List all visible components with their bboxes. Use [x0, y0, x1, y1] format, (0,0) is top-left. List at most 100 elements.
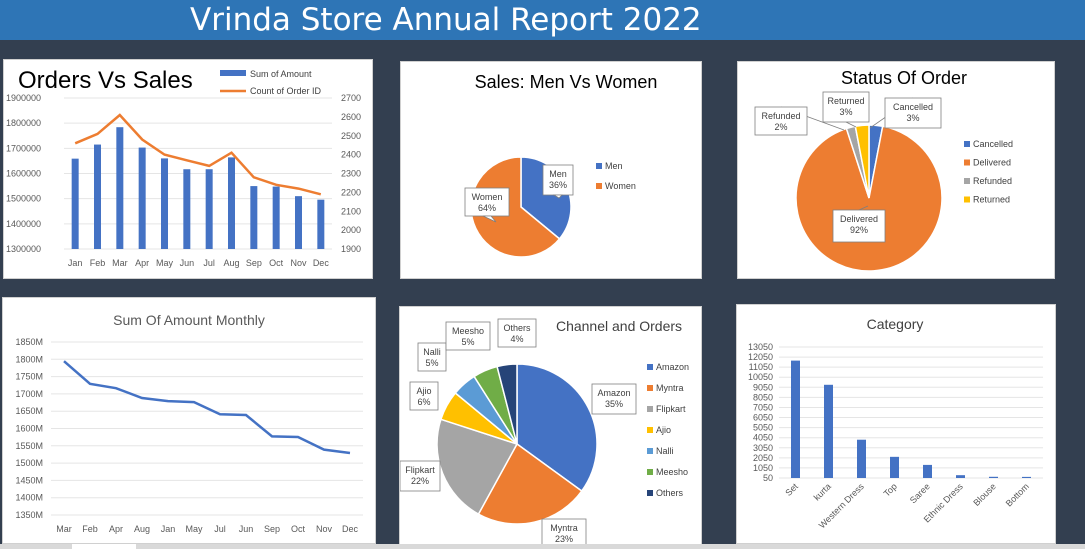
legend-swatch	[647, 469, 653, 475]
bar-sum-of-amount	[94, 145, 101, 249]
x-tick-label: Jul	[214, 524, 226, 534]
data-label-name: Delivered	[840, 214, 878, 224]
y-tick-label: 1550M	[15, 441, 43, 451]
y-tick-label: 13050	[748, 342, 773, 352]
chart-title: Category	[867, 316, 924, 332]
bar-category	[857, 440, 866, 478]
x-tick-label: Dec	[342, 524, 359, 534]
chart-title: Channel and Orders	[556, 318, 682, 334]
legend-swatch	[647, 385, 653, 391]
y-right-tick-label: 2100	[341, 206, 361, 216]
x-tick-label: Feb	[90, 258, 106, 268]
bar-sum-of-amount	[317, 200, 324, 249]
bar-sum-of-amount	[295, 196, 302, 249]
x-tick-label: kurta	[812, 481, 833, 502]
sum-of-amount-monthly-panel: Sum Of Amount Monthly 1850M 1800M 1750M 1700…	[2, 297, 376, 544]
x-tick-label: Set	[783, 481, 800, 498]
legend-label: Refunded	[973, 176, 1012, 186]
legend-label: Flipkart	[656, 404, 686, 414]
bar-sum-of-amount	[228, 157, 235, 249]
x-tick-label: Sep	[246, 258, 262, 268]
line-count-of-order-id	[75, 115, 321, 194]
legend-swatch	[596, 163, 602, 169]
data-label-name: Returned	[827, 96, 864, 106]
bar-category	[923, 465, 932, 478]
y-tick-label: 1650M	[15, 406, 43, 416]
y-right-tick-label: 2300	[341, 169, 361, 179]
legend-label: Ajio	[656, 425, 671, 435]
y-right-tick-label: 2500	[341, 131, 361, 141]
x-tick-label: Aug	[223, 258, 239, 268]
y-left-tick-label: 1900000	[6, 93, 41, 103]
y-left-tick-label: 1300000	[6, 244, 41, 254]
chart-title: Orders Vs Sales	[18, 67, 193, 94]
bar-category	[956, 475, 965, 478]
sales-men-women-chart: Sales: Men Vs WomenMen36%Women64%MenWome…	[401, 62, 702, 279]
status-of-order-panel: Status Of Order Cancelled 3% Delivered 92% Re…	[737, 61, 1055, 279]
data-label-name: Cancelled	[893, 102, 933, 112]
bar-sum-of-amount	[273, 187, 280, 249]
y-tick-label: 1700M	[15, 389, 43, 399]
leader-line	[846, 122, 856, 127]
sheet-tab[interactable]	[72, 544, 136, 549]
data-label-name: Men	[549, 169, 567, 179]
legend-label: Meesho	[656, 467, 688, 477]
legend-label: Returned	[973, 195, 1010, 205]
bar-sum-of-amount	[183, 169, 190, 249]
y-right-tick-label: 2000	[341, 225, 361, 235]
line-sum-of-amount	[64, 361, 350, 453]
legend-label: Women	[605, 181, 636, 191]
y-left-tick-label: 1500000	[6, 194, 41, 204]
y-tick-label: 1800M	[15, 354, 43, 364]
x-tick-label: Saree	[908, 481, 932, 505]
y-tick-label: 11050	[749, 362, 773, 372]
data-label-name: Myntra	[550, 523, 578, 533]
y-tick-label: 1500M	[15, 458, 43, 468]
x-tick-label: Sep	[264, 524, 280, 534]
legend-label: Men	[605, 161, 623, 171]
data-label-value: 3%	[839, 107, 852, 117]
legend-swatch	[596, 183, 602, 189]
y-tick-label: 1850M	[15, 337, 43, 347]
channel-and-orders-chart: Channel and OrdersAmazon35%Myntra23%Flip…	[400, 307, 702, 546]
bar-sum-of-amount	[116, 127, 123, 249]
x-tick-label: Oct	[269, 258, 284, 268]
y-tick-label: 50	[763, 473, 773, 483]
legend-label: Others	[656, 488, 684, 498]
legend-label-sum-of-amount: Sum of Amount	[250, 69, 312, 79]
x-tick-label: Oct	[291, 524, 306, 534]
x-tick-label: Top	[882, 481, 899, 498]
category-chart: Category13050120501105010050905080507050…	[737, 305, 1056, 544]
y-tick-label: 10050	[748, 372, 773, 382]
x-tick-label: Apr	[135, 258, 149, 268]
x-tick-label: Nov	[316, 524, 333, 534]
bar-category	[824, 385, 833, 478]
y-right-tick-label: 2700	[341, 93, 361, 103]
y-tick-label: 1050	[753, 463, 773, 473]
data-label-name: Amazon	[597, 388, 630, 398]
bar-sum-of-amount	[206, 169, 213, 249]
y-left-tick-label: 1800000	[6, 118, 41, 128]
x-tick-label: Aug	[134, 524, 150, 534]
channel-and-orders-panel: Channel and Orders Amazon 35% Myntra 23% Flip…	[399, 306, 702, 546]
sum-of-amount-monthly-chart: Sum Of Amount Monthly1850M1800M1750M1700…	[3, 298, 376, 544]
y-tick-label: 3050	[753, 443, 773, 453]
legend-swatch	[647, 364, 653, 370]
legend-swatch	[647, 490, 653, 496]
legend-label: Nalli	[656, 446, 674, 456]
legend-label: Cancelled	[973, 139, 1013, 149]
category-panel: Category 13050 12050 11050 10050 9050 8050 7050…	[736, 304, 1056, 544]
bar-category	[890, 457, 899, 478]
bar-sum-of-amount	[161, 158, 168, 249]
legend-label-count-of-order-id: Count of Order ID	[250, 86, 322, 96]
legend-swatch	[647, 448, 653, 454]
sheet-tab-bar	[0, 544, 1085, 549]
legend-label: Delivered	[973, 158, 1011, 168]
data-label-value: 5%	[461, 337, 474, 347]
x-tick-label: May	[156, 258, 174, 268]
legend-swatch	[964, 178, 970, 184]
bar-category	[989, 477, 998, 478]
data-label-name: Nalli	[423, 347, 441, 357]
data-label-value: 6%	[417, 397, 430, 407]
